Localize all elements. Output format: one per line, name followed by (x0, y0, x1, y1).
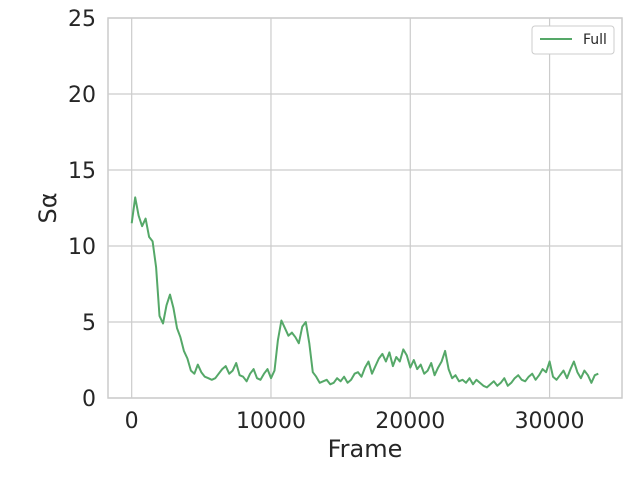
legend-label-full: Full (583, 32, 607, 48)
y-tick-label: 10 (68, 235, 96, 260)
x-tick-label: 30000 (515, 409, 585, 434)
x-tick-label: 0 (125, 409, 139, 434)
x-axis-label: Frame (328, 435, 403, 463)
series-line-full (130, 196, 599, 389)
y-tick-label: 0 (82, 387, 96, 412)
series-group (130, 196, 599, 389)
y-tick-label: 20 (68, 83, 96, 108)
plot-background (108, 18, 622, 398)
legend-box (531, 25, 615, 55)
x-tick-labels: 0 10000 20000 30000 (125, 409, 585, 434)
y-tick-label: 15 (68, 159, 96, 184)
y-tick-label: 5 (82, 311, 96, 336)
y-tick-label: 25 (68, 7, 96, 32)
x-tick-label: 10000 (236, 409, 306, 434)
x-tick-label: 20000 (375, 409, 445, 434)
plot-frame (107, 17, 623, 399)
legend: Full (531, 25, 615, 55)
y-axis-label: Sα (34, 192, 62, 223)
y-tick-labels: 0 5 10 15 20 25 (68, 7, 96, 412)
